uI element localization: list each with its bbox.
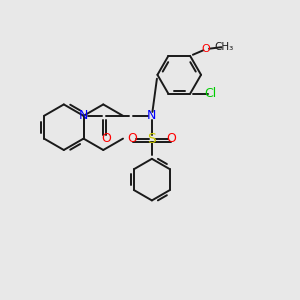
Text: O: O	[101, 132, 111, 145]
Text: N: N	[147, 109, 157, 122]
Text: O: O	[166, 132, 176, 145]
Text: S: S	[148, 132, 156, 145]
Text: O: O	[128, 132, 137, 145]
Text: O: O	[202, 44, 211, 54]
Text: CH₃: CH₃	[215, 42, 234, 52]
Text: N: N	[79, 109, 88, 122]
Text: Cl: Cl	[205, 87, 217, 100]
